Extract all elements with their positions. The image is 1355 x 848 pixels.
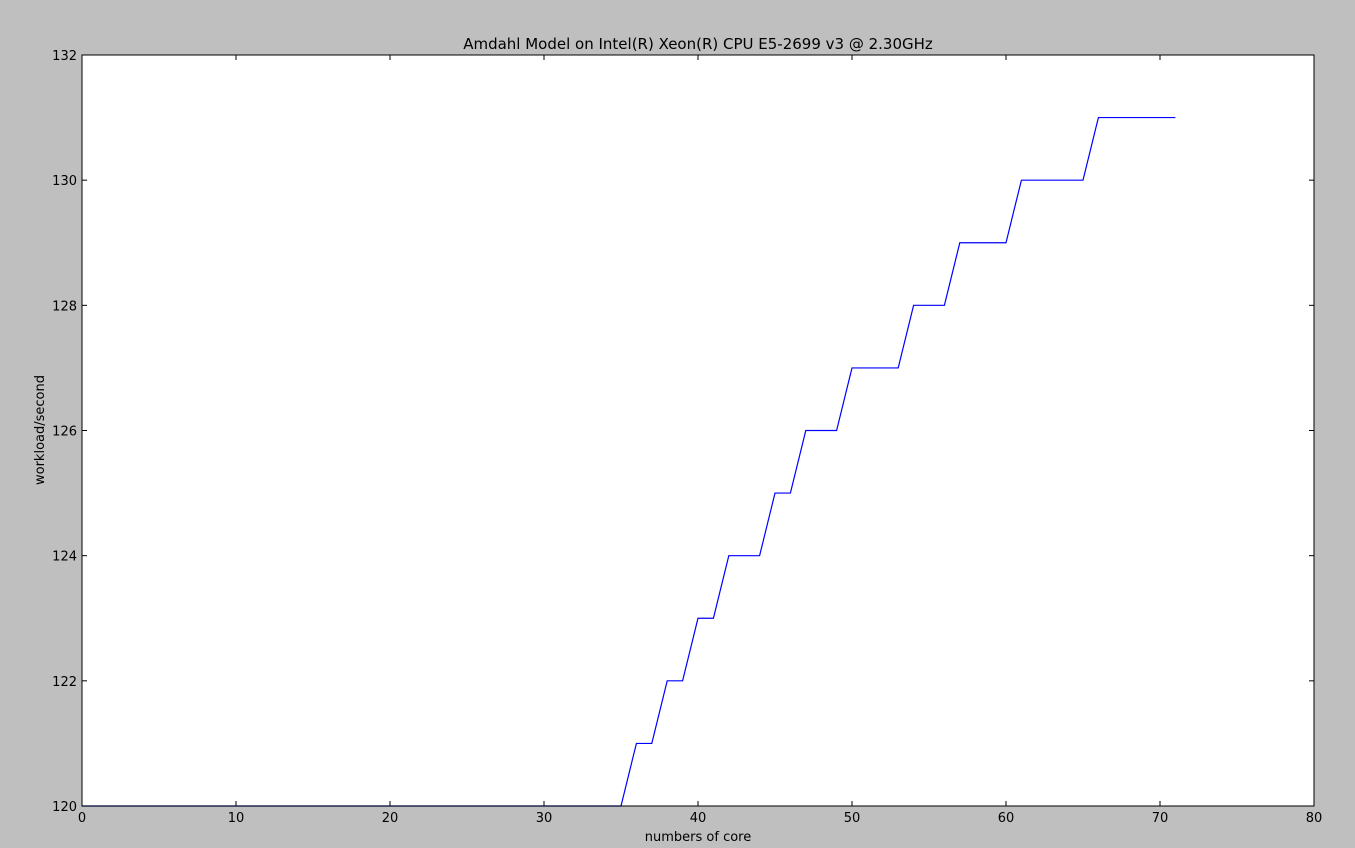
y-tick-label: 132 xyxy=(52,49,77,64)
x-tick-label: 0 xyxy=(78,811,86,826)
y-tick-label: 124 xyxy=(52,550,77,565)
axis-ticks: 0 10 20 30 40 50 60 70 80 120 122 124 126 128 130 132 xyxy=(52,49,1322,826)
x-tick-label: 20 xyxy=(382,811,399,826)
y-tick-label: 126 xyxy=(52,425,77,440)
x-tick-label: 50 xyxy=(844,811,861,826)
x-tick-label: 70 xyxy=(1152,811,1169,826)
y-tick-label: 130 xyxy=(52,174,77,189)
y-axis-label: workload/second xyxy=(33,375,48,485)
plot-area xyxy=(82,55,1314,806)
x-tick-label: 80 xyxy=(1306,811,1323,826)
y-tick-label: 122 xyxy=(52,675,77,690)
x-tick-label: 30 xyxy=(536,811,553,826)
x-tick-label: 40 xyxy=(690,811,707,826)
y-tick-label: 128 xyxy=(52,299,77,314)
x-axis-label: numbers of core xyxy=(645,830,751,845)
plot-frame xyxy=(81,54,1315,807)
x-tick-label: 10 xyxy=(228,811,245,826)
y-tick-label: 120 xyxy=(52,800,77,815)
chart-title: Amdahl Model on Intel(R) Xeon(R) CPU E5-… xyxy=(463,35,933,53)
x-tick-label: 60 xyxy=(998,811,1015,826)
